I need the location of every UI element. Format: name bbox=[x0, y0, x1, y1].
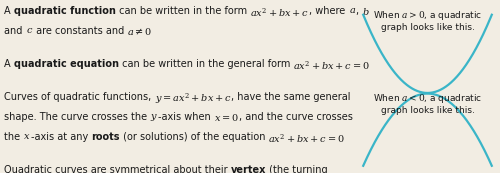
Text: When $a < 0$, a quadratic
graph looks like this.: When $a < 0$, a quadratic graph looks li… bbox=[373, 92, 482, 115]
Text: $ax^2 + bx + c$: $ax^2 + bx + c$ bbox=[250, 6, 309, 19]
Text: , and the curve crosses: , and the curve crosses bbox=[239, 112, 353, 122]
Text: -axis when: -axis when bbox=[158, 112, 214, 122]
Text: $b$: $b$ bbox=[362, 6, 370, 17]
Text: $a \neq 0$: $a \neq 0$ bbox=[128, 26, 152, 38]
Text: can be written in the general form: can be written in the general form bbox=[119, 59, 294, 69]
Text: $ax^2 + bx + c = 0$: $ax^2 + bx + c = 0$ bbox=[268, 132, 345, 145]
Text: $x = 0$: $x = 0$ bbox=[214, 112, 239, 123]
Text: Quadratic curves are symmetrical about their: Quadratic curves are symmetrical about t… bbox=[4, 165, 231, 173]
Text: $a$: $a$ bbox=[348, 6, 356, 15]
Text: $x$: $x$ bbox=[24, 132, 31, 141]
Text: A: A bbox=[4, 6, 14, 16]
Text: $y = ax^2 + bx + c$: $y = ax^2 + bx + c$ bbox=[154, 92, 232, 106]
Text: (or solutions) of the equation: (or solutions) of the equation bbox=[120, 132, 268, 142]
Text: (the turning: (the turning bbox=[266, 165, 328, 173]
Text: , where: , where bbox=[309, 6, 348, 16]
Text: A: A bbox=[4, 59, 14, 69]
Text: $ax^2 + bx + c = 0$: $ax^2 + bx + c = 0$ bbox=[294, 59, 370, 72]
Text: the: the bbox=[4, 132, 24, 142]
Text: quadratic equation: quadratic equation bbox=[14, 59, 119, 69]
Text: roots: roots bbox=[91, 132, 120, 142]
Text: can be written in the form: can be written in the form bbox=[116, 6, 250, 16]
Text: When $a > 0$, a quadratic
graph looks like this.: When $a > 0$, a quadratic graph looks li… bbox=[373, 9, 482, 32]
Text: $y$: $y$ bbox=[150, 112, 158, 123]
Text: Curves of quadratic functions,: Curves of quadratic functions, bbox=[4, 92, 154, 102]
Text: and: and bbox=[4, 26, 26, 37]
Text: $c$: $c$ bbox=[26, 26, 33, 35]
Text: shape. The curve crosses the: shape. The curve crosses the bbox=[4, 112, 150, 122]
Text: quadratic function: quadratic function bbox=[14, 6, 116, 16]
Text: are constants and: are constants and bbox=[33, 26, 128, 37]
Text: -axis at any: -axis at any bbox=[31, 132, 91, 142]
Text: vertex: vertex bbox=[231, 165, 266, 173]
Text: , have the same general: , have the same general bbox=[232, 92, 351, 102]
Text: ,: , bbox=[356, 6, 362, 16]
